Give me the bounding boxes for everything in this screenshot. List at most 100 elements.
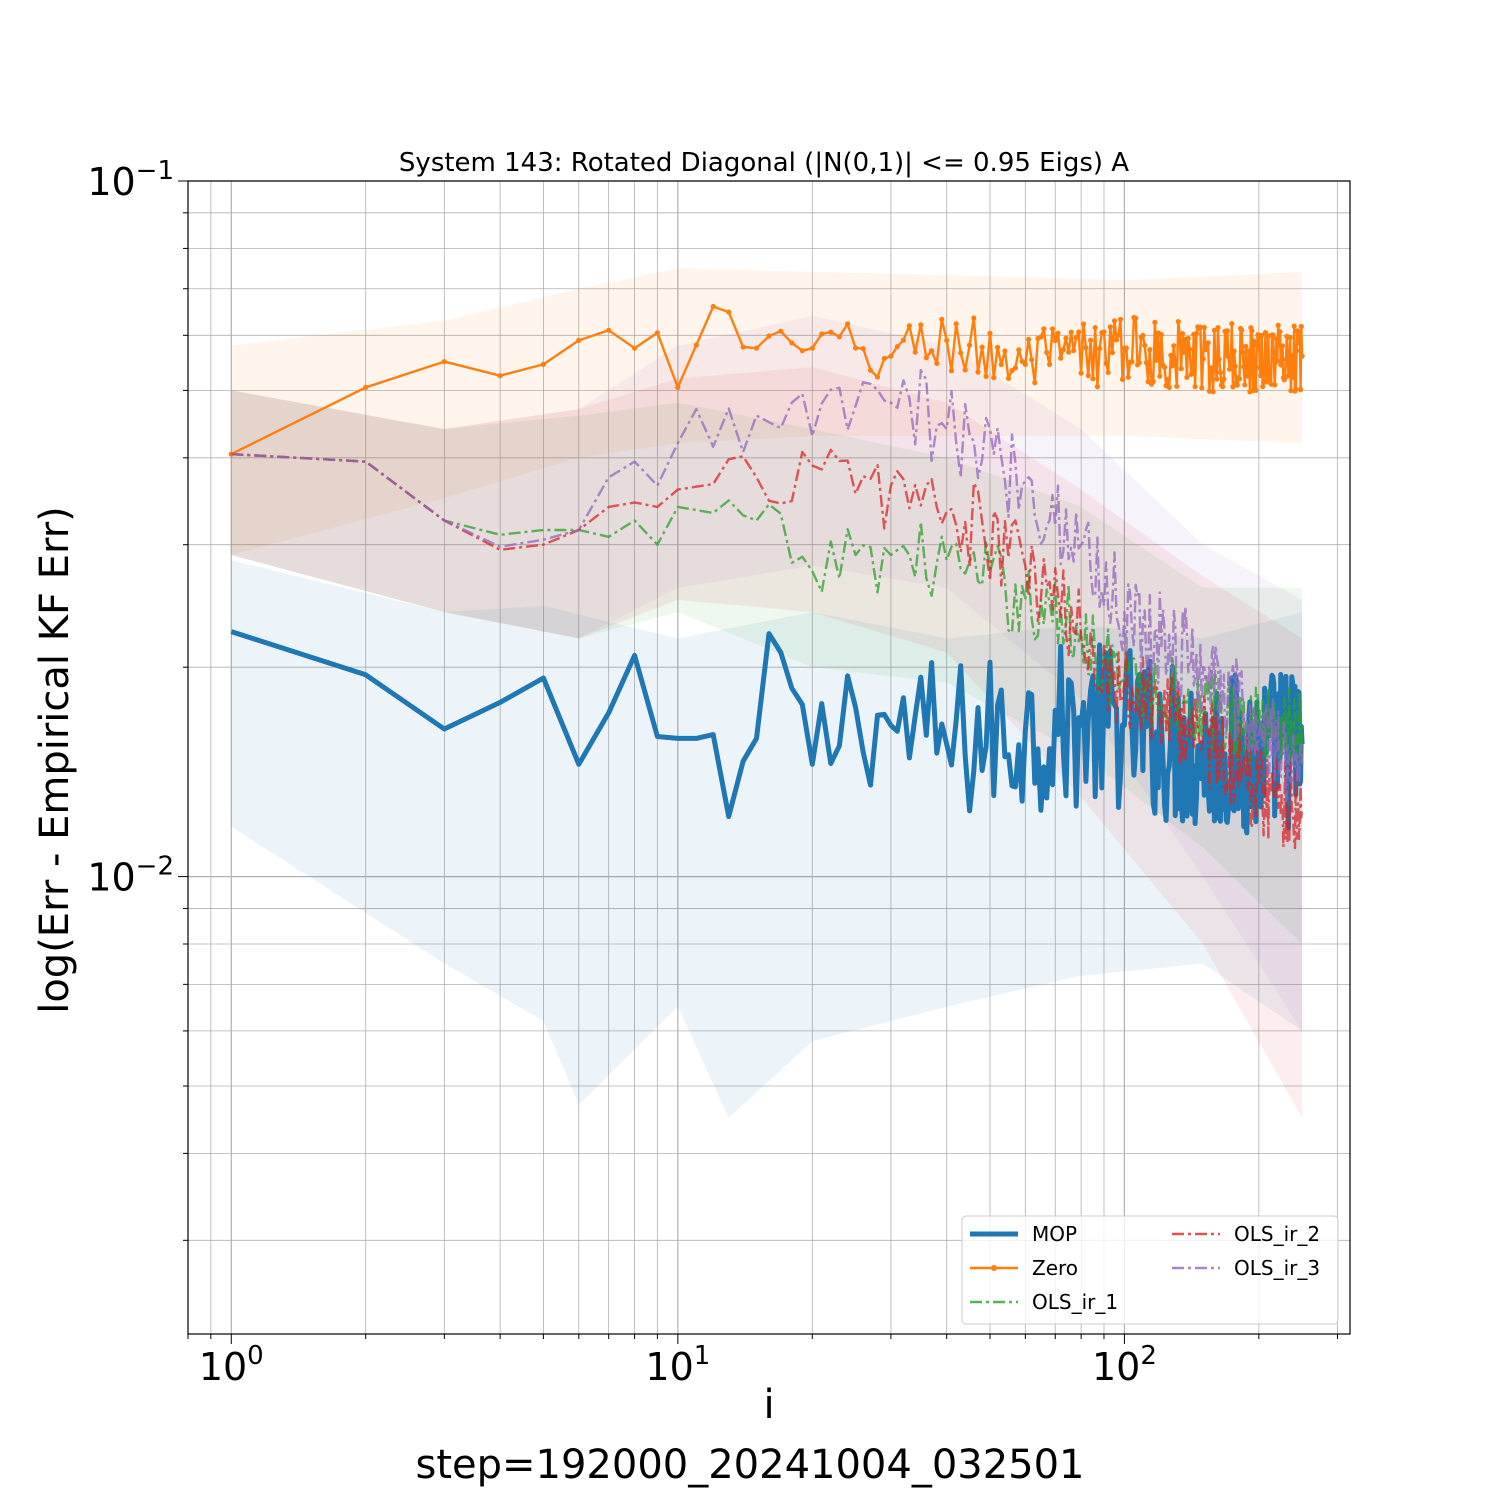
zero-marker — [1185, 335, 1191, 341]
x-tick-label: 102 — [1092, 1341, 1157, 1389]
zero-marker — [1257, 365, 1263, 371]
zero-marker — [979, 344, 985, 350]
legend-label: MOP — [1032, 1222, 1077, 1246]
chart-title: System 143: Rotated Diagonal (|N(0,1)| <… — [399, 148, 1129, 178]
series-line-ols-ir-2 — [231, 448, 1304, 850]
zero-marker — [819, 331, 825, 337]
zero-marker — [1199, 385, 1205, 391]
zero-marker — [860, 346, 866, 352]
legend-marker — [991, 1265, 997, 1271]
zero-marker — [1258, 373, 1264, 379]
zero-marker — [1299, 353, 1305, 359]
zero-marker — [1251, 338, 1257, 344]
zero-marker — [1298, 323, 1304, 330]
zero-marker — [967, 342, 973, 348]
zero-marker — [987, 330, 993, 336]
y-tick-labels: 10−1 10−2 — [87, 156, 174, 900]
zero-marker — [778, 328, 784, 334]
zero-marker — [1242, 382, 1248, 388]
zero-marker — [845, 321, 851, 327]
zero-marker — [1105, 369, 1111, 375]
zero-marker — [1279, 362, 1285, 368]
zero-marker — [710, 303, 716, 310]
zero-marker — [1150, 378, 1156, 385]
zero-marker — [1169, 363, 1175, 369]
zero-marker — [726, 309, 732, 315]
series-line-ols-ir-3 — [231, 369, 1304, 803]
zero-marker — [1080, 321, 1087, 327]
zero-marker — [1243, 343, 1249, 350]
zero-marker — [1291, 323, 1297, 329]
zero-marker — [1090, 376, 1096, 382]
zero-marker — [1197, 324, 1203, 330]
zero-marker — [1026, 336, 1032, 342]
zero-marker — [1211, 327, 1217, 333]
zero-marker — [874, 374, 881, 380]
zero-marker — [576, 337, 582, 343]
zero-marker — [1221, 376, 1227, 382]
zero-marker — [1019, 358, 1025, 364]
zero-marker — [1266, 377, 1272, 383]
zero-marker — [1103, 360, 1109, 366]
zero-marker — [953, 321, 959, 327]
zero-marker — [1225, 354, 1232, 360]
zero-marker — [1288, 388, 1294, 394]
zero-marker — [1187, 346, 1193, 352]
zero-marker — [1293, 386, 1299, 393]
zero-marker — [991, 375, 997, 381]
zero-marker — [906, 323, 913, 329]
zero-marker — [1115, 332, 1122, 338]
zero-marker — [1052, 338, 1058, 344]
zero-marker — [1290, 374, 1296, 380]
zero-marker — [1147, 347, 1153, 353]
zero-marker — [944, 337, 950, 343]
zero-marker — [1022, 361, 1028, 367]
zero-marker — [1153, 357, 1160, 363]
legend-box — [961, 1215, 1339, 1325]
legend-label: OLS_ir_1 — [1032, 1290, 1118, 1314]
zero-marker — [971, 315, 977, 321]
zero-marker — [1272, 382, 1278, 388]
zero-marker — [1157, 373, 1163, 379]
zero-marker — [766, 333, 772, 339]
zero-marker — [958, 350, 964, 356]
zero-marker — [1249, 328, 1255, 334]
zero-marker — [1094, 384, 1100, 390]
x-tick-label: 101 — [645, 1341, 710, 1389]
zero-marker — [1113, 337, 1120, 343]
zero-marker — [1002, 348, 1008, 354]
zero-marker — [1254, 342, 1260, 348]
zero-marker — [1142, 342, 1148, 348]
zero-marker — [1174, 383, 1180, 389]
zero-marker — [1066, 349, 1072, 355]
zero-marker — [1193, 330, 1200, 337]
zero-marker — [1005, 375, 1012, 381]
zero-marker — [939, 316, 945, 322]
zero-marker — [1214, 376, 1220, 382]
zero-marker — [1016, 347, 1022, 353]
band-ols-ir-2 — [231, 367, 1303, 1118]
zero-marker — [1294, 348, 1300, 354]
zero-marker — [1117, 316, 1124, 322]
zero-marker — [1203, 347, 1209, 353]
zero-marker — [1140, 332, 1146, 339]
zero-marker — [881, 355, 887, 362]
zero-marker — [1152, 319, 1158, 325]
band-ols-ir-1 — [231, 390, 1303, 944]
zero-marker — [441, 359, 447, 365]
y-tick-label: 10−2 — [87, 852, 174, 900]
zero-marker — [497, 373, 503, 379]
zero-marker — [1290, 361, 1296, 367]
zero-marker — [1178, 366, 1184, 372]
zero-marker — [1231, 348, 1237, 354]
zero-marker — [606, 327, 612, 333]
legend-label: Zero — [1032, 1256, 1078, 1280]
zero-marker — [1133, 315, 1139, 321]
y-tick-label: 10−1 — [87, 156, 174, 204]
legend-label: OLS_ir_2 — [1234, 1222, 1320, 1246]
zero-marker — [1012, 365, 1019, 371]
zero-marker — [1092, 325, 1098, 331]
zero-marker — [1123, 345, 1129, 351]
zero-marker — [1227, 366, 1233, 372]
zero-marker — [998, 361, 1004, 368]
